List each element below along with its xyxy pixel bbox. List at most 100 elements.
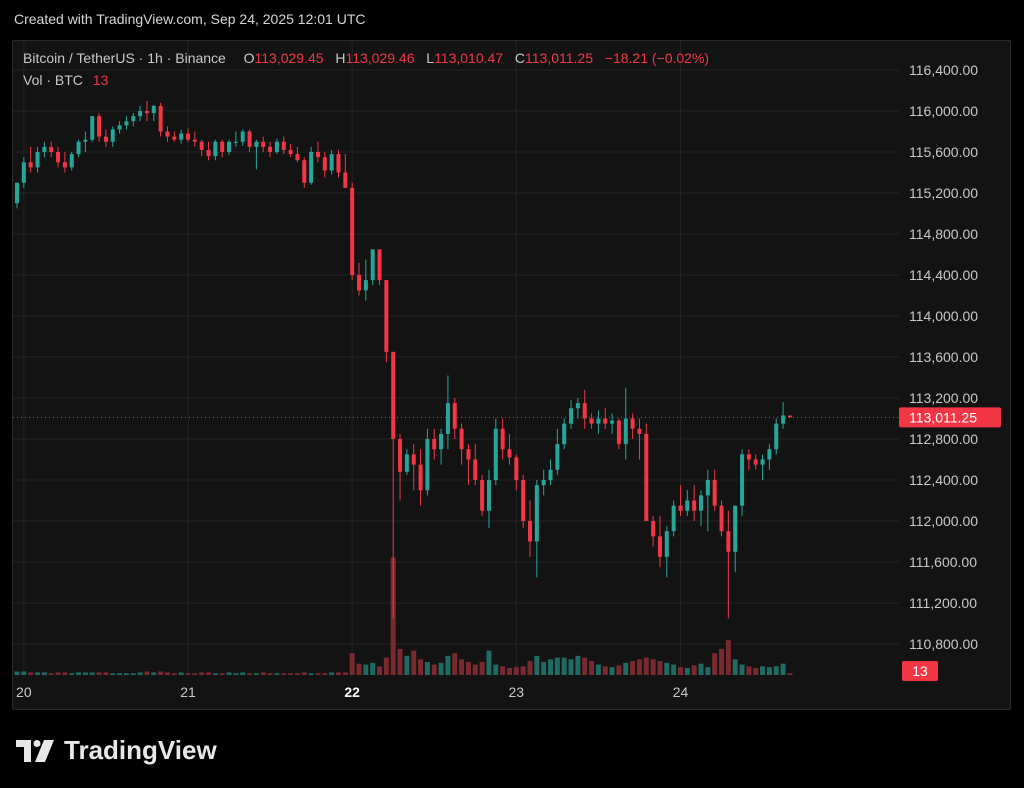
y-tick-label: 112,800.00 [909, 431, 978, 447]
candle-body [295, 154, 300, 161]
volume-bar [568, 659, 574, 675]
candle-body [555, 444, 560, 470]
candle-body [240, 131, 245, 142]
candle-body [651, 521, 656, 537]
y-tick-label: 112,000.00 [909, 513, 978, 529]
candlestick-chart[interactable]: 116,400.00 116,000.00 115,600.00 115,200.00… [13, 41, 1010, 709]
candle-body [172, 136, 177, 140]
candle-body [110, 129, 115, 142]
candle-body [302, 160, 307, 183]
candle-body [233, 141, 238, 143]
volume-bar [349, 653, 355, 675]
candle-body [787, 415, 792, 418]
volume-bar [35, 672, 41, 675]
candle-body [726, 531, 731, 552]
volume-bar [739, 664, 745, 675]
candle-body [719, 505, 724, 532]
high-value: 113,029.46 [345, 50, 415, 66]
candle-body [56, 152, 61, 163]
candle-body [630, 418, 635, 429]
candle-body [664, 531, 669, 557]
y-tick-label: 114,000.00 [909, 308, 978, 324]
volume-bar [185, 673, 191, 675]
volume-bar [616, 665, 622, 675]
volume-bar [746, 666, 752, 675]
volume-bar [192, 673, 198, 675]
candle-body [322, 157, 327, 171]
candle-body [336, 154, 341, 173]
volume-bar [500, 666, 506, 675]
candle-body [261, 141, 266, 147]
candle-body [206, 149, 211, 157]
candle-body [103, 136, 108, 142]
volume-bar [650, 659, 656, 675]
y-tick-label: 115,600.00 [909, 144, 978, 160]
candle-body [500, 428, 505, 450]
volume-bar [335, 672, 341, 675]
candle-body [445, 403, 450, 434]
candle-body [740, 454, 745, 506]
candle-body [534, 485, 539, 542]
brand-name: TradingView [64, 735, 217, 765]
volume-bar [377, 666, 383, 675]
volume-bar [589, 661, 595, 675]
created-with-header: Created with TradingView.com, Sep 24, 20… [14, 11, 366, 27]
candle-body [165, 131, 170, 137]
volume-bar [28, 672, 34, 675]
volume-bar [158, 671, 164, 675]
candle-body [733, 505, 738, 552]
volume-bar [636, 659, 642, 675]
y-tick-label: 113,200.00 [909, 390, 978, 406]
candle-body [418, 464, 423, 491]
volume-bar [76, 672, 82, 675]
candle-body [21, 162, 26, 183]
volume-bar [404, 655, 410, 675]
last-price-badge-label: 113,011.25 [909, 409, 977, 425]
volume-bar [657, 661, 663, 675]
symbol-label[interactable]: Bitcoin / TetherUS · 1h · Binance [23, 50, 226, 66]
y-tick-label: 115,200.00 [909, 185, 978, 201]
candle-body [117, 125, 122, 130]
candle-body [391, 351, 396, 439]
volume-bar [267, 673, 273, 675]
candle-body [767, 449, 772, 460]
candle-body [315, 152, 320, 158]
candle-body [671, 505, 676, 532]
volume-bar [69, 673, 75, 675]
volume-bar [773, 666, 779, 675]
candle-body [486, 480, 491, 511]
chart-panel[interactable]: 116,400.00 116,000.00 115,600.00 115,200.00… [12, 40, 1011, 710]
volume-bar [753, 668, 759, 675]
volume-bar [486, 650, 492, 675]
volume-bar [55, 672, 61, 675]
volume-bar [766, 667, 772, 675]
open-value: 113,029.45 [254, 50, 324, 66]
volume-bar [89, 672, 95, 675]
close-value: 113,011.25 [525, 50, 593, 66]
candle-body [616, 420, 621, 445]
volume-bar [219, 673, 225, 675]
candle-body [774, 423, 779, 450]
candle-body [363, 280, 368, 291]
x-tick-label: 21 [180, 684, 196, 700]
volume-bar [445, 655, 451, 675]
candle-body [678, 505, 683, 511]
volume-bar [684, 668, 690, 675]
volume-label[interactable]: Vol · BTC [23, 72, 83, 88]
candle-body [459, 428, 464, 450]
candle-body [541, 480, 546, 486]
volume-bar [397, 648, 403, 675]
candle-body [151, 105, 156, 114]
volume-bar [472, 664, 478, 675]
volume-bar [575, 655, 581, 675]
volume-bar [534, 655, 540, 675]
candle-body [473, 459, 478, 480]
candle-body [699, 495, 703, 511]
volume-bar [541, 661, 547, 675]
volume-bar [459, 659, 465, 675]
volume-bar [424, 661, 430, 675]
high-label: H [335, 50, 346, 66]
volume-bar [281, 673, 287, 675]
candle-body [685, 500, 690, 511]
volume-bar [643, 657, 649, 675]
